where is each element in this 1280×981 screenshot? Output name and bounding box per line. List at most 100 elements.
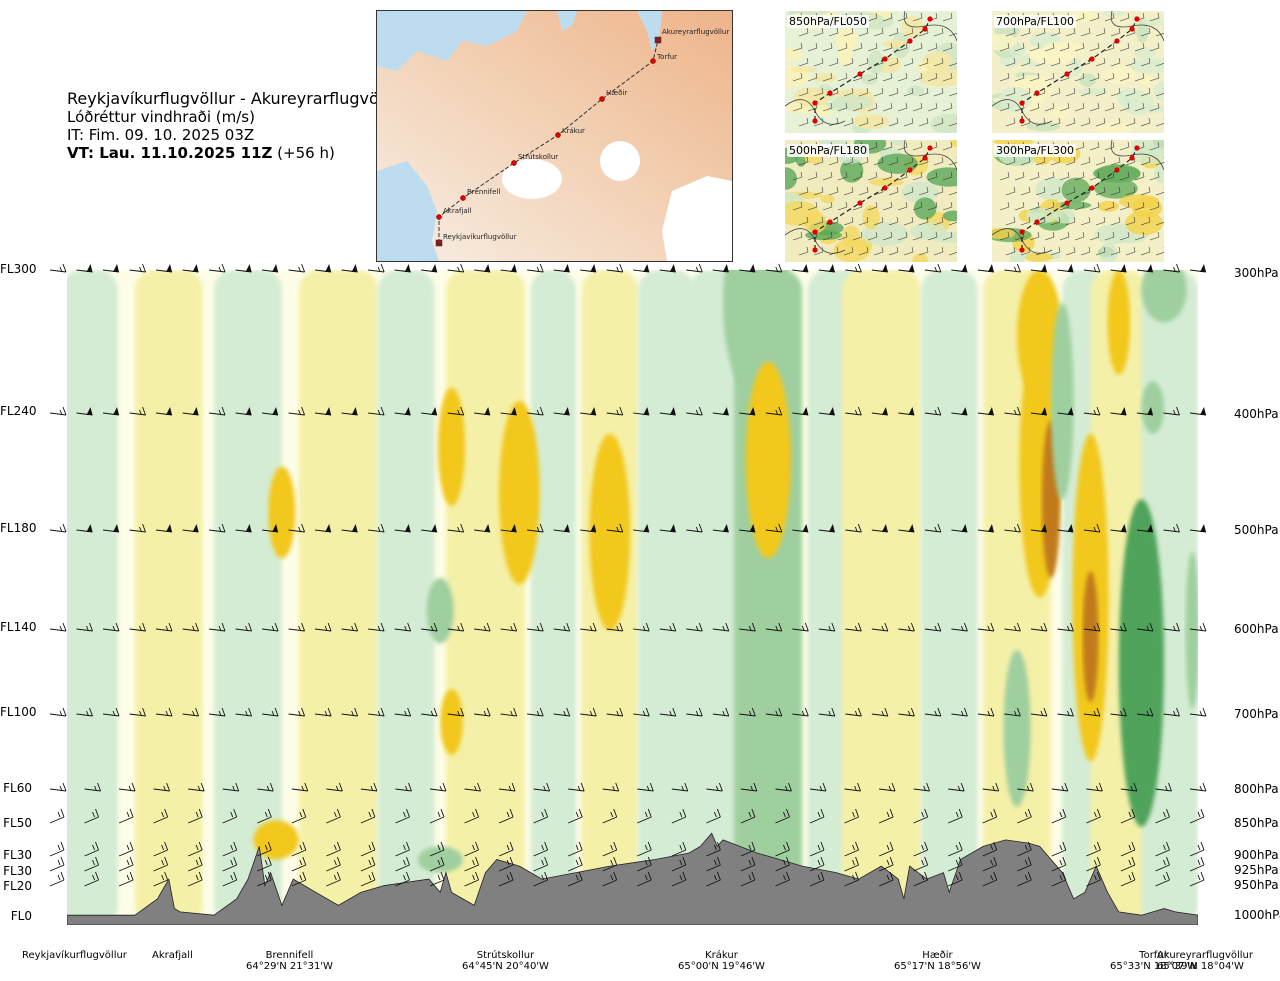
wind-barb xyxy=(188,782,205,792)
wind-barb xyxy=(288,263,306,273)
wind-barb xyxy=(924,707,942,717)
wind-barb xyxy=(739,264,756,273)
wind-barb xyxy=(1189,264,1207,273)
wind-barb xyxy=(1057,407,1074,416)
wind-barb xyxy=(1120,856,1136,872)
wind-barb xyxy=(637,856,652,872)
waypoint-name: Akrafjall xyxy=(152,950,193,961)
wind-barb xyxy=(326,808,341,824)
wind-barb xyxy=(500,707,518,717)
wind-barb xyxy=(1189,871,1205,887)
wind-barb xyxy=(235,622,253,632)
wind-barb xyxy=(429,841,445,857)
wind-barb xyxy=(288,406,306,416)
wind-barb xyxy=(257,782,274,792)
wind-barb xyxy=(84,871,99,887)
wind-barb xyxy=(341,622,359,632)
wind-barb xyxy=(580,622,597,632)
map-waypoint-marker xyxy=(436,214,442,220)
wind-barb xyxy=(706,871,721,887)
wind-barb xyxy=(447,707,465,717)
wind-barb xyxy=(182,707,199,717)
wind-barb xyxy=(809,841,825,857)
wind-barb xyxy=(951,264,968,273)
wind-barb xyxy=(568,841,583,857)
wind-barb xyxy=(500,407,517,416)
wind-barb xyxy=(712,622,730,632)
wind-barb xyxy=(262,407,279,416)
wind-barb xyxy=(659,264,676,273)
wind-barb xyxy=(360,808,376,824)
waypoint-coord: 65°00'N 19°46'W xyxy=(678,961,765,972)
wind-barb xyxy=(1051,871,1067,887)
wind-barb xyxy=(671,841,687,857)
wind-barb xyxy=(913,841,929,857)
wind-barb xyxy=(948,856,963,872)
wind-barb xyxy=(291,856,307,872)
fl-label-100: FL100 xyxy=(0,705,37,719)
wind-barb xyxy=(153,782,171,792)
velocity-cell xyxy=(722,270,791,401)
wind-barb xyxy=(792,264,809,273)
velocity-band xyxy=(638,270,695,925)
wind-barb xyxy=(429,856,445,872)
minimap-700[interactable]: 700hPa/FL100 xyxy=(992,11,1164,133)
wind-barb xyxy=(818,407,835,416)
minimap-300[interactable]: 300hPa/FL300 xyxy=(992,140,1164,262)
wind-barb xyxy=(818,264,835,273)
wind-barb xyxy=(1189,856,1205,872)
wind-barb xyxy=(739,524,756,533)
wind-barb xyxy=(913,856,929,872)
map-airport-marker xyxy=(654,36,662,44)
wind-barb xyxy=(775,856,790,872)
wind-barb xyxy=(1017,856,1032,872)
wind-barb xyxy=(533,841,549,857)
wind-barb xyxy=(222,871,238,887)
wind-barb xyxy=(395,782,412,792)
wind-barb xyxy=(1120,841,1136,857)
velocity-cell xyxy=(1141,381,1165,434)
minimap-850-label: 850hPa/FL050 xyxy=(787,15,870,28)
wind-barb xyxy=(871,524,888,533)
wind-barb xyxy=(498,871,514,887)
wind-barb xyxy=(765,406,783,416)
wind-barb xyxy=(1155,782,1172,792)
waypoint-name: Reykjavíkurflugvöllur xyxy=(22,950,127,961)
wind-barb xyxy=(706,841,721,857)
wind-barb xyxy=(924,622,942,632)
wind-barb xyxy=(809,808,825,824)
wind-barb xyxy=(1189,808,1205,824)
minimap-850[interactable]: 850hPa/FL050 xyxy=(785,11,957,133)
wind-barb xyxy=(395,856,410,872)
wind-barb xyxy=(368,263,385,273)
wind-barb xyxy=(740,782,758,792)
velocity-cell xyxy=(417,846,463,873)
wind-barb xyxy=(49,856,65,872)
wind-barb xyxy=(913,808,929,824)
wind-barb xyxy=(792,622,809,632)
wind-barb xyxy=(1083,523,1101,533)
wind-barbs xyxy=(49,263,1207,887)
wind-barb xyxy=(633,524,650,533)
minimap-500[interactable]: 500hPa/FL180 xyxy=(785,140,957,262)
wind-barb xyxy=(84,782,101,792)
wind-barb xyxy=(1004,406,1021,416)
wind-barb xyxy=(1083,406,1101,416)
wind-barb xyxy=(1083,263,1101,273)
wind-barb xyxy=(153,808,169,824)
wind-barb xyxy=(671,782,689,792)
wind-barb xyxy=(235,264,252,273)
wind-barb xyxy=(76,622,93,632)
route-map-canvas: Akureyrarflugvöllur Torfur Hæðir Krákur Strú… xyxy=(377,11,732,261)
wind-barb xyxy=(1110,407,1127,416)
p-label-600: 600hPa xyxy=(1234,622,1279,636)
wind-barb xyxy=(1189,524,1207,533)
waypoint-haedir: Hæðir 65°17'N 18°56'W xyxy=(894,950,981,972)
wind-barb xyxy=(924,523,942,533)
fl-label-60: FL60 xyxy=(3,781,32,795)
wind-barb xyxy=(262,622,279,632)
wind-barb xyxy=(315,524,332,533)
waypoint-reykjavik: Reykjavíkurflugvöllur xyxy=(22,950,127,961)
wind-barb xyxy=(533,871,549,887)
wind-barb xyxy=(222,856,238,872)
